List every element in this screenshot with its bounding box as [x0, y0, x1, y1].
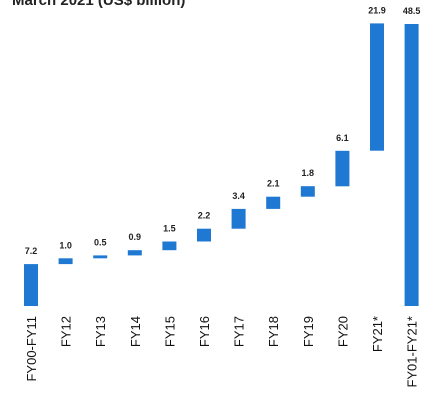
x-tick-label: FY18 [266, 316, 281, 347]
value-label: 48.5 [403, 6, 421, 16]
bar-fy19 [300, 186, 315, 197]
value-label: 21.9 [368, 5, 386, 15]
bar-fy13 [93, 255, 108, 259]
bar-fy17 [231, 208, 246, 229]
value-label: 1.8 [302, 168, 315, 178]
bar-fy15 [162, 241, 177, 251]
x-tick-label: FY19 [301, 316, 316, 347]
bar-fy18 [266, 196, 281, 209]
x-tick-label: FY21* [370, 316, 385, 352]
value-label: 2.1 [267, 179, 280, 189]
bar-fy20 [335, 150, 350, 187]
bar-fy14 [127, 250, 142, 256]
value-labels-group: 7.2 1.0 0.5 0.9 1.5 2.2 3.4 2.1 1.8 6.1 21.9 48.5 [25, 5, 421, 256]
bar-fy01-fy21 [404, 24, 419, 306]
x-tick-label: FY16 [197, 316, 212, 347]
value-label: 6.1 [336, 133, 349, 143]
bar-fy12 [58, 258, 73, 265]
x-tick-label: FY12 [59, 316, 74, 347]
value-label: 0.9 [129, 232, 142, 242]
bars-group [24, 23, 419, 306]
value-label: 7.2 [25, 246, 38, 256]
bar-fy21 [370, 23, 384, 151]
bar-fy16 [197, 228, 211, 242]
x-tick-label: FY14 [128, 316, 143, 347]
value-label: 3.4 [232, 191, 245, 201]
x-tick-label: FY15 [162, 316, 177, 347]
x-tick-label: FY17 [232, 316, 247, 347]
value-label: 2.2 [198, 211, 211, 221]
value-label: 1.0 [59, 240, 72, 250]
x-tick-label: FY13 [93, 316, 108, 347]
x-tick-label: FY01-FY21* [405, 316, 420, 388]
x-tick-label: FY00-FY11 [24, 316, 39, 382]
value-label: 0.5 [94, 237, 107, 247]
x-tick-labels-group: FY00-FY11 FY12 FY13 FY14 FY15 FY16 FY17 FY18 FY1… [24, 316, 420, 388]
chart-title: March 2021 (US$ billion) [12, 0, 186, 9]
x-tick-label: FY20 [335, 316, 350, 347]
value-label: 1.5 [163, 224, 176, 234]
bar-fy00-fy11 [24, 264, 38, 306]
